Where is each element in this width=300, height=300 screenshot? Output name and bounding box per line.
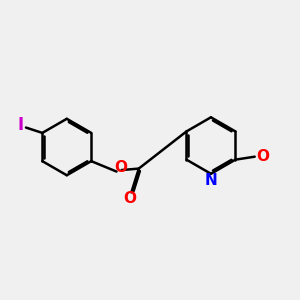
Text: I: I bbox=[17, 116, 24, 134]
Text: N: N bbox=[205, 173, 217, 188]
Text: O: O bbox=[114, 160, 127, 175]
Text: O: O bbox=[256, 148, 269, 164]
Text: O: O bbox=[123, 191, 136, 206]
